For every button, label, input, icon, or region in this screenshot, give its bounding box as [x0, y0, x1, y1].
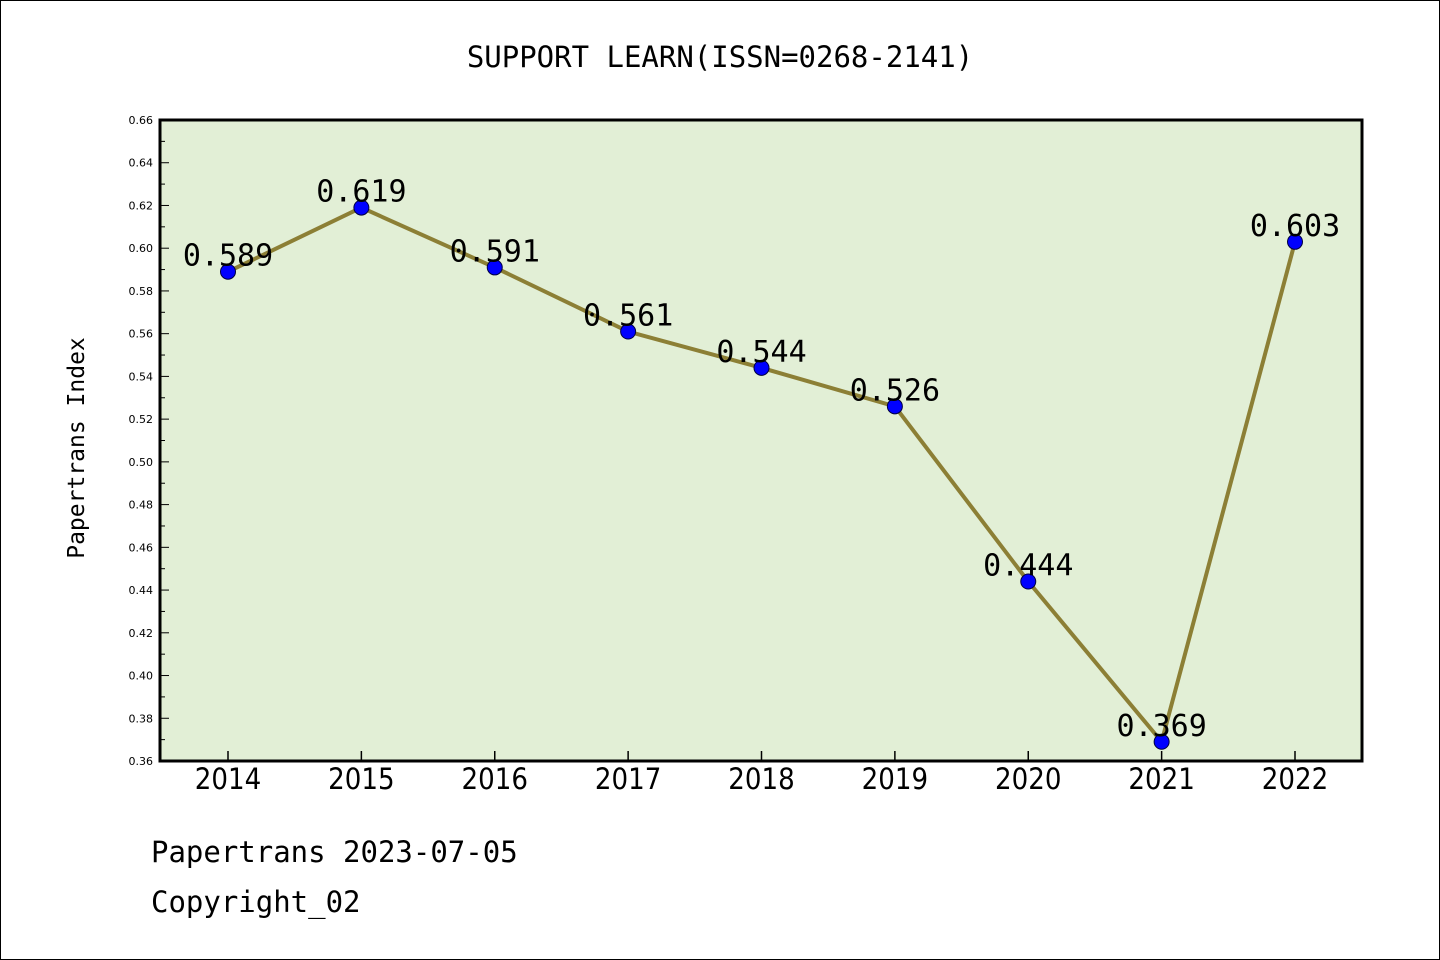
data-point — [886, 398, 903, 415]
data-label: 0.589 — [183, 239, 273, 274]
data-point — [1153, 733, 1170, 750]
y-tick-label: 0.46 — [129, 541, 154, 554]
data-point — [353, 199, 370, 216]
y-tick-label: 0.50 — [129, 456, 154, 469]
y-tick-label: 0.60 — [129, 242, 154, 255]
x-tick-label: 2021 — [1128, 762, 1194, 796]
y-tick-label: 0.66 — [129, 114, 154, 127]
y-tick-label: 0.62 — [129, 199, 154, 212]
y-tick-label: 0.36 — [129, 755, 154, 768]
x-axis: 2014 2015 2016 2017 2018 2019 2020 2021 2022 — [195, 751, 1328, 796]
y-tick-label: 0.44 — [129, 584, 154, 597]
y-tick-label: 0.48 — [129, 499, 154, 512]
y-tick-label: 0.52 — [129, 413, 154, 426]
data-label: 0.591 — [450, 234, 540, 269]
data-point — [486, 259, 503, 276]
data-point — [1287, 233, 1303, 250]
data-label: 0.544 — [716, 335, 806, 370]
data-point — [1020, 573, 1037, 590]
data-point — [220, 263, 236, 280]
y-tick-label: 0.64 — [129, 157, 154, 170]
data-point — [620, 323, 637, 340]
y-tick-label: 0.58 — [129, 285, 154, 298]
data-label: 0.526 — [850, 373, 940, 408]
x-tick-label: 2019 — [862, 762, 928, 796]
y-tick-label: 0.40 — [129, 670, 154, 683]
data-label: 0.444 — [983, 549, 1073, 584]
x-tick-label: 2020 — [995, 762, 1061, 796]
x-tick-label: 2018 — [728, 762, 794, 796]
y-axis-label: Papertrans Index — [64, 337, 90, 559]
data-label: 0.369 — [1116, 709, 1206, 744]
y-axis: 0.36 0.38 0.40 0.42 0.44 0.46 0.48 0.50 0.52 0.54… — [129, 114, 169, 768]
data-label: 0.561 — [583, 299, 673, 334]
chart-title: SUPPORT LEARN(ISSN=0268-2141) — [467, 40, 973, 74]
y-tick-label: 0.38 — [129, 712, 154, 725]
y-tick-label: 0.56 — [129, 328, 154, 341]
data-point — [753, 359, 770, 376]
x-tick-label: 2015 — [328, 762, 394, 796]
y-tick-label: 0.42 — [129, 627, 154, 640]
footer-copyright: Copyright_02 — [151, 885, 361, 919]
plot-area — [158, 118, 1364, 763]
x-tick-label: 2016 — [462, 762, 528, 796]
x-tick-label: 2014 — [195, 762, 261, 796]
data-labels: 0.589 0.619 0.591 0.561 0.544 0.526 0.444 0.369… — [183, 175, 1340, 744]
footer-date: Papertrans 2023-07-05 — [151, 835, 518, 869]
series-markers — [220, 199, 1303, 750]
x-tick-label: 2017 — [595, 762, 661, 796]
x-tick-label: 2022 — [1262, 762, 1328, 796]
data-label: 0.619 — [316, 175, 406, 210]
data-label: 0.603 — [1250, 209, 1340, 244]
y-tick-label: 0.54 — [129, 370, 154, 383]
